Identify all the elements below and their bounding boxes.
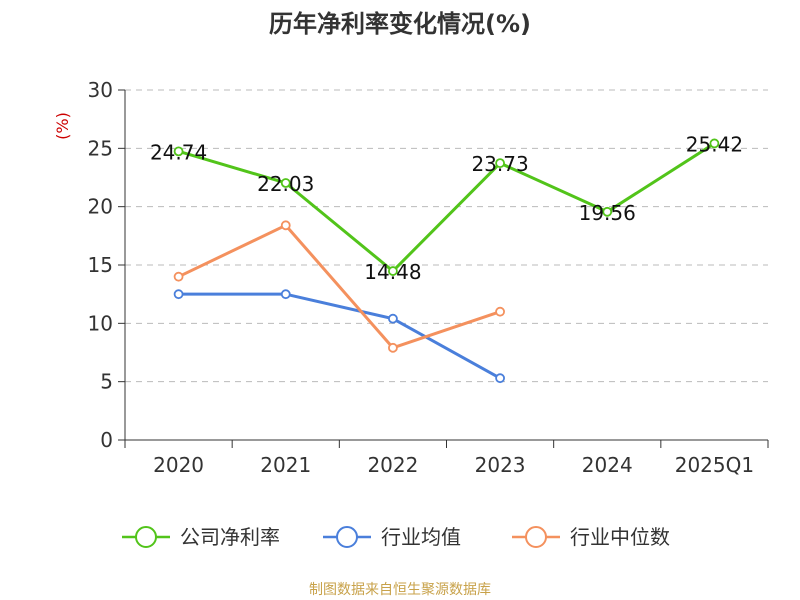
axes: 0 5 10 15 20 25 30 2020 2021 2022 2023 2024 2025Q1 — [88, 78, 769, 477]
x-tick-label: 2020 — [153, 453, 204, 477]
data-point — [280, 220, 291, 231]
y-tick-label: 25 — [88, 136, 113, 160]
grid-lines — [125, 89, 768, 383]
data-label: 22.03 — [257, 172, 314, 196]
y-axis-label: (%) — [53, 112, 72, 140]
x-tick-label: 2024 — [582, 453, 633, 477]
data-label: 24.74 — [150, 140, 207, 164]
data-point — [495, 373, 505, 384]
data-point — [280, 289, 291, 300]
x-tick-label: 2025Q1 — [675, 453, 754, 477]
data-point — [280, 178, 291, 188]
data-point — [495, 158, 505, 169]
data-point — [602, 206, 613, 217]
legend-marker-icon — [525, 526, 547, 548]
legend-marker-icon — [135, 526, 157, 548]
data-point — [173, 146, 184, 157]
series-line — [178, 292, 501, 380]
data-label: 25.42 — [686, 132, 743, 156]
series-2 — [173, 220, 505, 353]
data-label: 14.48 — [364, 260, 421, 284]
series-layer — [173, 138, 720, 384]
legend-item: 行业中位数 — [512, 525, 670, 549]
series-1 — [173, 289, 505, 384]
y-tick-label: 20 — [88, 195, 113, 219]
x-tick-label: 2021 — [260, 453, 311, 477]
legend-item: 公司净利率 — [122, 525, 280, 549]
x-tick-label: 2023 — [475, 453, 526, 477]
y-tick-label: 30 — [88, 78, 113, 102]
legend-marker-icon — [336, 526, 358, 548]
x-tick-label: 2022 — [367, 453, 418, 477]
source-note: 制图数据来自恒生聚源数据库 — [309, 582, 491, 598]
legend-item: 行业均值 — [323, 525, 461, 549]
data-point — [709, 138, 720, 149]
data-point — [388, 266, 398, 276]
data-label: 23.73 — [471, 152, 528, 176]
series-0 — [173, 138, 720, 276]
data-point — [173, 289, 184, 300]
y-tick-label: 10 — [88, 311, 113, 335]
y-tick-label: 5 — [100, 370, 113, 394]
chart-title: 历年净利率变化情况(%) — [269, 10, 531, 38]
data-point — [495, 306, 505, 317]
series-line — [177, 223, 501, 350]
series-line — [178, 142, 716, 273]
legend-label: 行业均值 — [381, 525, 461, 549]
legend-label: 公司净利率 — [180, 525, 280, 549]
y-tick-label: 0 — [100, 428, 113, 452]
data-point — [388, 342, 398, 353]
y-tick-label: 15 — [88, 253, 113, 277]
data-point — [173, 271, 184, 282]
data-point — [388, 313, 398, 324]
data-label: 19.56 — [579, 201, 636, 225]
legend: 公司净利率 行业均值 行业中位数 — [122, 525, 670, 549]
legend-label: 行业中位数 — [570, 525, 670, 549]
data-labels: 24.74 22.03 14.48 23.73 19.56 25.42 — [150, 132, 743, 284]
